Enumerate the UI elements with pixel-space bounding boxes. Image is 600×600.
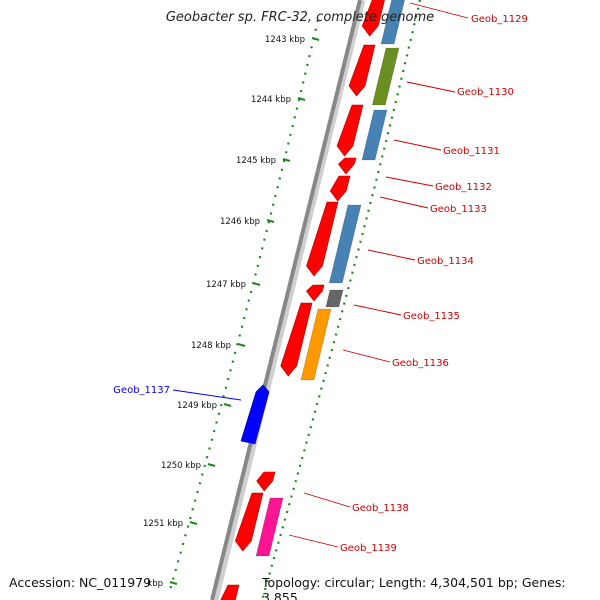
cog-bar-geob-1134 [328,204,362,284]
scale-ring: 1243 kbp 1244 kbp 1245 kbp 1246 kbp 1247 kbp… [143,0,422,600]
gene-arrow-geob-1132 [337,157,357,175]
scale-tick [207,463,216,467]
gene-arrow-geob-1134 [306,201,339,277]
label-leader-line [379,196,429,209]
scale-dotted-ring [168,19,320,591]
scale-tick-label: 1246 kbp [220,217,260,227]
gene-arrow-geob-1131 [336,104,364,157]
label-leader-line [353,304,402,316]
scale-tick-label: kbp [147,579,163,589]
scale-tick [311,37,320,41]
label-leader-line [393,139,442,151]
genome-summary-label: Topology: circular; Length: 4,304,501 bp… [262,575,566,600]
label-leader-line [367,249,416,261]
backbone-ring [210,0,366,600]
backbone-line [210,0,362,600]
gene-label-geob-1134: Geob_1134 [417,256,474,267]
gene-arrow-geob-1138 [256,471,276,492]
scale-tick [297,97,306,101]
gene-arrow-geob-1136 [280,302,313,377]
cog-bar-geob-1129 [380,0,405,45]
scale-tick-label: 1244 kbp [251,95,291,105]
gene-label-geob-1139: Geob_1139 [340,543,397,554]
scale-tick-label: 1248 kbp [191,341,231,351]
gene-label-geob-1137: Geob_1137 [113,385,170,396]
gene-label-geob-1133: Geob_1133 [430,204,487,215]
outer-guide-ring [260,0,422,600]
scale-tick [282,158,291,162]
label-leader-line [303,492,351,508]
gene-arrow-geob-1135 [305,284,325,302]
scale-tick-label: 1251 kbp [143,519,183,529]
scale-tick [169,581,178,585]
gene-label-geob-1131: Geob_1131 [443,146,500,157]
cog-bar-geob-1135 [325,289,344,308]
gene-arrow-geob-1139 [234,492,264,552]
cog-bar-geob-1136 [300,308,332,381]
gene-labels: Geob_1129 Geob_1130 Geob_1131 Geob_1132 Geob… [113,2,528,554]
gene-label-geob-1130: Geob_1130 [457,87,514,98]
label-leader-line [406,81,456,93]
gene-label-geob-1135: Geob_1135 [403,311,460,322]
scale-tick [237,343,246,347]
scale-tick-label: 1245 kbp [236,156,276,166]
gene-arrow-partial [220,584,240,600]
label-leader-line [172,389,242,401]
gene-label-geob-1129: Geob_1129 [471,14,528,25]
gene-arrow-geob-1133 [329,175,351,202]
scale-tick-label: 1243 kbp [265,35,305,45]
scale-tick-label: 1247 kbp [206,280,246,290]
scale-tick [252,282,261,286]
map-title: Geobacter sp. FRC-32, complete genome [165,10,435,25]
gene-arrow-geob-1129 [361,0,385,37]
scale-tick [189,521,198,525]
label-leader-line [288,534,339,548]
label-leader-line [409,2,469,19]
gene-arrow-geob-1130 [348,44,376,97]
label-leader-line [342,349,391,363]
scale-tick [223,403,232,407]
gene-label-geob-1138: Geob_1138 [352,503,409,514]
scale-tick [266,219,275,223]
gene-label-geob-1136: Geob_1136 [392,358,449,369]
label-leader-line [385,176,434,187]
accession-label: Accession: NC_011979 [9,575,152,590]
gene-label-geob-1132: Geob_1132 [435,182,492,193]
cog-bar-geob-1130 [371,47,400,106]
gene-arrow-geob-1137 [240,384,270,445]
scale-tick-label: 1249 kbp [177,401,217,411]
cog-bar-geob-1139 [255,497,284,557]
cog-bar-geob-1131 [361,109,388,161]
scale-tick-label: 1250 kbp [161,461,201,471]
gene-features [220,0,405,600]
